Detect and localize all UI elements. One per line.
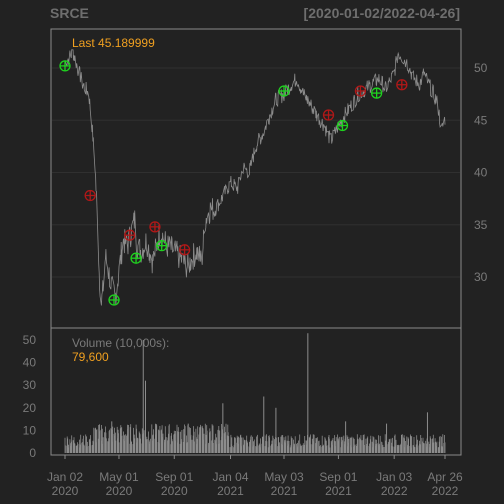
volume-tick-label: 30 <box>23 378 37 392</box>
price-tick-label: 45 <box>474 113 488 127</box>
x-tick-year: 2021 <box>271 484 298 498</box>
x-tick-year: 2020 <box>106 484 133 498</box>
sell-marker <box>149 221 161 233</box>
x-tick-year: 2020 <box>161 484 188 498</box>
volume-tick-label: 10 <box>23 423 37 437</box>
last-price-label: Last 45.189999 <box>72 36 155 50</box>
volume-panel: 0 10 20 30 40 50 Volume (10,000s):79,600 <box>23 327 462 460</box>
sell-marker <box>322 109 335 121</box>
x-tick-label: Jan 04 <box>212 470 248 484</box>
x-tick-label: Sep 01 <box>155 470 193 484</box>
price-tick-label: 40 <box>474 166 488 180</box>
sell-marker <box>124 229 136 241</box>
x-tick-label: Jan 02 <box>47 470 83 484</box>
price-tick-label: 30 <box>474 270 488 284</box>
buy-marker <box>130 252 142 264</box>
volume-tick-label: 50 <box>23 333 37 347</box>
volume-tick-label: 0 <box>29 446 36 460</box>
sell-marker <box>396 79 408 91</box>
x-tick-label: Sep 01 <box>319 470 357 484</box>
volume-tick-label: 40 <box>23 356 37 370</box>
buy-marker <box>336 119 349 132</box>
price-series-line <box>64 49 446 306</box>
x-tick-label: Jan 03 <box>376 470 412 484</box>
x-tick-year: 2021 <box>325 484 352 498</box>
x-tick-label: May 03 <box>264 470 304 484</box>
x-tick-label: Apr 26 <box>427 470 463 484</box>
volume-last-value: 79,600 <box>72 350 109 364</box>
x-tick-year: 2022 <box>381 484 408 498</box>
buy-marker <box>370 87 383 99</box>
volume-frame <box>50 327 462 456</box>
x-tick-label: May 01 <box>99 470 139 484</box>
sell-marker <box>178 244 191 256</box>
sell-marker <box>354 85 367 97</box>
buy-marker <box>59 60 71 72</box>
x-tick-year: 2022 <box>432 484 459 498</box>
chart-symbol-title: SRCE <box>50 5 89 21</box>
price-tick-label: 50 <box>474 61 488 75</box>
volume-label: Volume (10,000s): <box>72 336 169 350</box>
buy-marker <box>156 239 168 252</box>
volume-bars <box>64 423 446 453</box>
x-tick-year: 2020 <box>52 484 79 498</box>
buy-marker <box>278 85 290 97</box>
price-panel: 30 35 40 45 50 Last 45.189999 <box>50 28 488 329</box>
x-tick-year: 2021 <box>217 484 244 498</box>
chart-date-range-title: [2020-01-02/2022-04-26] <box>303 5 460 21</box>
price-frame <box>50 28 462 329</box>
price-tick-label: 35 <box>474 218 488 232</box>
volume-tick-label: 20 <box>23 401 37 415</box>
buy-marker <box>108 294 120 306</box>
sell-marker <box>84 189 96 202</box>
